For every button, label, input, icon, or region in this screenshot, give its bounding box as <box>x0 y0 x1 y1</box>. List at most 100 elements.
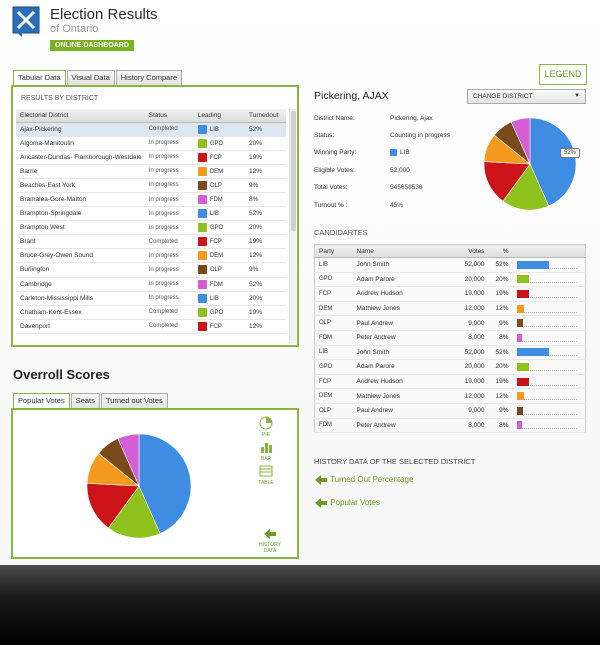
popular-votes-link[interactable]: Popular Votes <box>314 497 380 509</box>
turnout-value: 20% <box>245 220 286 236</box>
change-district-dropdown[interactable]: CHANGE DISTRICT ▼ <box>467 89 586 104</box>
candidate-row[interactable]: FCP Andrew Hudson 19,000 19% <box>314 374 586 390</box>
turnout-value: 19% <box>245 305 286 320</box>
vote-bar-fill <box>516 333 522 342</box>
bar-view-button[interactable]: BAR <box>255 440 277 462</box>
table-row[interactable]: Bramalea-Gore-Malton In progress FDM 8% <box>16 192 286 208</box>
candidate-row[interactable]: DEM Mathiew Jones 12,000 12% <box>314 388 586 404</box>
candidate-row[interactable]: OLP Paul Andrew 9,000 9% <box>314 403 586 419</box>
col-pct[interactable]: % <box>488 244 513 258</box>
col-leading[interactable]: Leading <box>193 109 246 123</box>
table-row[interactable]: Brampton West In progress GPO 20% <box>16 220 286 236</box>
pie-slice-fcp[interactable] <box>483 161 531 202</box>
pie-slice-fdm[interactable] <box>510 117 531 165</box>
candidate-name: Mathiew Jones <box>352 301 433 317</box>
field-value: LIB <box>400 149 410 157</box>
history-data-button[interactable]: HISTORY DATA <box>255 528 285 554</box>
candidate-votes: 9,000 <box>432 315 489 331</box>
candidate-row[interactable]: GPO Adam Parore 20,000 20% <box>314 272 586 288</box>
tab-popular-votes[interactable]: Popular Votes <box>13 393 70 409</box>
turnout-value: 8% <box>245 192 286 208</box>
candidate-pct: 20% <box>488 359 513 375</box>
table-view-button[interactable]: TABLE <box>255 464 277 486</box>
table-row[interactable]: Burlington In progress OLP 9% <box>16 262 286 278</box>
tab-visual-data[interactable]: Visual Data <box>66 70 115 85</box>
table-row[interactable]: Brant Completed FCP 19% <box>16 234 286 250</box>
bar-button-label: BAR <box>260 456 272 462</box>
pie-slice-fcp[interactable] <box>86 482 140 529</box>
overall-pie-chart[interactable] <box>83 430 203 545</box>
party-code: FCP <box>209 154 222 161</box>
results-scrollbar[interactable] <box>289 109 296 343</box>
district-pie-chart[interactable] <box>480 114 580 214</box>
candidates-section-label: CANDIDARTES <box>314 228 368 237</box>
candidate-votes: 20,000 <box>432 272 489 288</box>
table-row[interactable]: Brampton-Springdale In progress LIB 52% <box>16 206 286 222</box>
table-row[interactable]: Algoma-Manitoulin In progress GPO 20% <box>16 136 286 151</box>
candidate-votes: 8,000 <box>432 330 489 346</box>
table-row[interactable]: Beaches-East York In progress OLP 9% <box>16 178 286 193</box>
party-code: OLP <box>209 183 222 190</box>
candidate-name: John Smith <box>352 257 433 273</box>
pie-slice-lib[interactable] <box>138 433 192 534</box>
district-name: Ajax-Pickering <box>16 122 145 137</box>
table-row[interactable]: Cambridge In progress FDM 52% <box>16 277 286 292</box>
turned-out-percentage-link[interactable]: Turned Out Percentage <box>314 474 413 486</box>
district-name: Barrie <box>16 164 145 179</box>
candidate-row[interactable]: FDM Peter Andrew 8,000 8% <box>314 330 586 346</box>
pie-slice-gpo[interactable] <box>502 163 550 211</box>
table-row[interactable]: Chatham-Kent-Essex Completed GPO 19% <box>16 305 286 320</box>
candidate-row[interactable]: OLP Paul Andrew 9,000 9% <box>314 315 586 331</box>
candidate-votes: 19,000 <box>432 286 489 302</box>
table-row[interactable]: Ajax-Pickering Completed LIB 52% <box>16 122 286 137</box>
candidate-row[interactable]: LIB John Smith 52,000 52% <box>314 257 586 273</box>
table-row[interactable]: Carleton-Mississippi Mills In progress LIB… <box>16 291 286 306</box>
candidate-name: John Smith <box>352 345 433 361</box>
vote-bar <box>516 260 577 269</box>
party-swatch <box>197 321 207 331</box>
table-row[interactable]: Davenport Completed FCP 12% <box>16 319 286 334</box>
chevron-down-icon: ▼ <box>574 93 580 99</box>
results-scroll-thumb[interactable] <box>291 111 296 231</box>
status-text: In progress <box>144 164 194 179</box>
col-status[interactable]: Status <box>144 109 194 123</box>
table-row[interactable]: Bruce-Grey-Owen Sound In progress DEM 12% <box>16 248 286 264</box>
pie-slice-fdm[interactable] <box>117 433 140 487</box>
candidate-name: Paul Andrew <box>352 403 433 419</box>
candidate-row[interactable]: FCP Andrew Hudson 19,000 19% <box>314 286 586 302</box>
vote-bar <box>516 304 577 313</box>
status-text: In progress <box>144 277 194 292</box>
candidate-row[interactable]: GPO Adam Parore 20,000 20% <box>314 359 586 375</box>
candidate-row[interactable]: LIB John Smith 52,000 52% <box>314 345 586 361</box>
legend-button[interactable]: LEGEND <box>539 64 587 85</box>
candidate-row[interactable]: FDM Peter Andrew 8,000 8% <box>314 418 586 434</box>
col-district[interactable]: Electorial District <box>16 109 145 123</box>
results-header-row: Electorial District Status Leading Turne… <box>16 109 286 123</box>
col-votes[interactable]: Votes <box>432 244 489 258</box>
district-name: Chatham-Kent-Essex <box>16 305 145 320</box>
tab-tabular-data[interactable]: Tabular Data <box>13 70 66 86</box>
party-swatch <box>197 223 207 233</box>
candidate-party: FDM <box>314 330 353 346</box>
vote-bar-fill <box>516 348 549 357</box>
field-value-wrap: 52,000 <box>390 167 490 174</box>
pie-slice-gpo[interactable] <box>108 485 161 539</box>
overall-panel: PIE BAR TABLE HISTORY DATA <box>11 408 299 559</box>
leading-party: OLP <box>193 178 246 193</box>
candidate-party: OLP <box>314 403 353 419</box>
table-row[interactable]: Barrie In progress DEM 12% <box>16 164 286 179</box>
candidate-row[interactable]: DEM Mathiew Jones 12,000 12% <box>314 301 586 317</box>
tab-turned-out-votes[interactable]: Turned out Votes <box>100 393 168 408</box>
col-name[interactable]: Name <box>352 244 433 258</box>
candidate-pct: 52% <box>488 345 513 361</box>
pie-view-button[interactable]: PIE <box>255 416 277 438</box>
candidate-bar-cell <box>512 374 586 390</box>
leading-party: LIB <box>193 291 246 306</box>
tab-seats[interactable]: Seats <box>70 393 100 408</box>
candidate-pct: 9% <box>488 403 513 419</box>
table-row[interactable]: Ancaster-Dundas- Flamborough-Westdale In … <box>16 150 286 165</box>
tab-history-compare[interactable]: History Compare <box>115 70 183 85</box>
col-turnedout[interactable]: Turnedout <box>245 109 286 123</box>
col-party[interactable]: Party <box>314 244 353 258</box>
candidate-votes: 52,000 <box>432 345 489 361</box>
